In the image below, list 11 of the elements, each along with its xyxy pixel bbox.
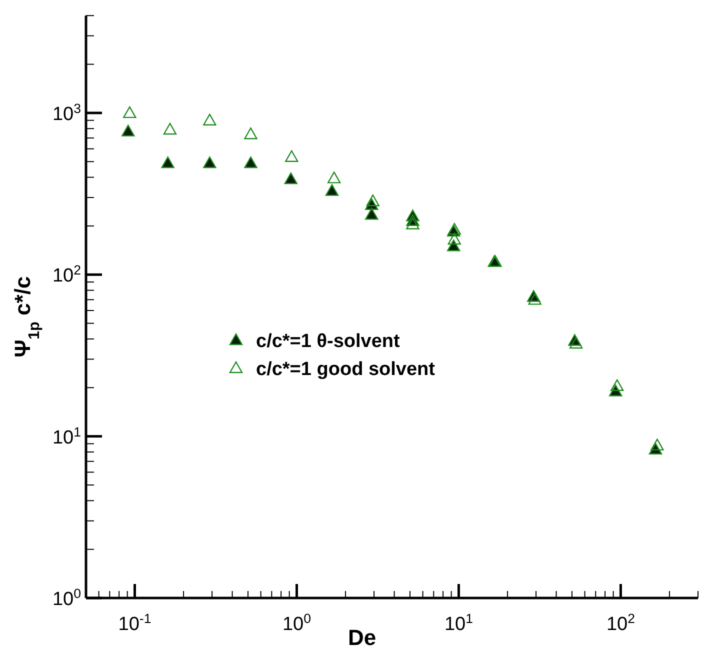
x-tick-label: 10$^{1}$ [444,610,474,635]
legend-label: c/c*=1 good solvent [256,359,436,380]
y-tick-label: 10$^{2}$ [52,262,81,287]
y-tick-label: 10$^{3}$ [52,100,81,125]
x-tick-label: 10$^{0}$ [282,610,312,635]
y-tick-label: 10$^{1}$ [52,424,81,448]
y-tick-label: 10$^{0}$ [52,586,81,610]
x-axis-title: De [348,625,376,647]
x-tick-label: 10$^{2}$ [606,610,635,635]
x-tick-label: 10$^{-1}$ [118,610,152,635]
legend-label: c/c*=1 θ-solvent [256,331,401,352]
